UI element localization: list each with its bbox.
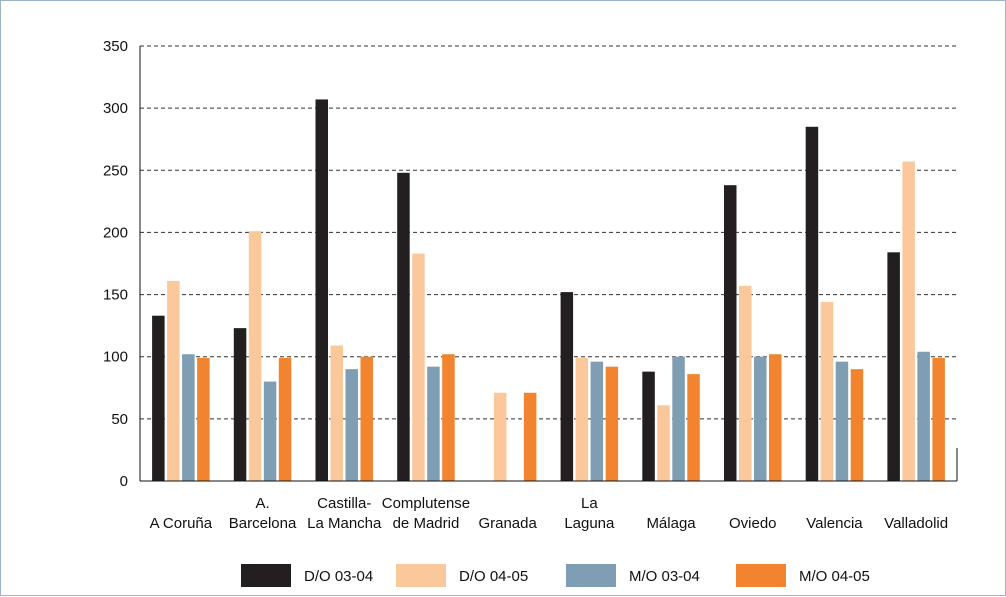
y-tick-label: 100 (103, 349, 128, 366)
y-tick-label: 150 (103, 287, 128, 304)
legend-label: D/O 03-04 (304, 568, 373, 585)
bar (427, 366, 440, 481)
legend: D/O 03-04 D/O 04-05 M/O 03-04 M/O 04-05 (241, 564, 870, 587)
bar (902, 161, 915, 482)
bar (493, 392, 507, 481)
bar (932, 357, 945, 481)
bar (672, 356, 685, 481)
bar (263, 381, 277, 481)
bars (152, 99, 945, 482)
bar (605, 366, 619, 481)
bar (575, 357, 589, 481)
bar (523, 392, 537, 481)
x-category-label: Castilla- (317, 495, 371, 512)
bar (739, 285, 752, 481)
bar (360, 356, 373, 481)
bar (345, 369, 358, 481)
bar (167, 280, 180, 481)
bar (805, 126, 819, 482)
bar (657, 405, 670, 481)
bar (769, 354, 782, 481)
bar (315, 99, 328, 481)
y-tick-label: 300 (103, 100, 128, 117)
bar (835, 361, 849, 481)
bar (278, 357, 292, 481)
y-tick-label: 0 (120, 473, 128, 490)
bar (152, 315, 165, 481)
x-category-label: de Madrid (393, 515, 460, 532)
bar (754, 356, 767, 481)
x-category-label: La Mancha (307, 515, 382, 532)
y-tick-label: 250 (103, 162, 128, 179)
bar (887, 252, 900, 481)
legend-swatch (736, 564, 786, 587)
bar (687, 374, 700, 481)
bar (850, 369, 864, 481)
legend-label: D/O 04-05 (459, 568, 528, 585)
x-category-label: Valladolid (884, 515, 948, 532)
y-tick-label: 200 (103, 224, 128, 241)
bar (248, 231, 262, 481)
legend-swatch (241, 564, 291, 587)
y-axis-ticks: 0 50 100 150 200 250 300 350 (103, 38, 128, 490)
grid-lines (140, 45, 957, 420)
x-category-label: Granada (478, 515, 537, 532)
bar (233, 328, 247, 481)
legend-swatch (566, 564, 616, 587)
x-category-label: Málaga (646, 515, 696, 532)
axes (139, 46, 958, 482)
bar (442, 354, 455, 481)
x-category-label: Laguna (564, 515, 615, 532)
x-category-label: Complutense (382, 495, 470, 512)
x-category-label: Valencia (806, 515, 863, 532)
x-category-label: Oviedo (729, 515, 777, 532)
legend-swatch (396, 564, 446, 587)
bar (724, 185, 737, 481)
bar (197, 357, 210, 481)
x-category-label: Barcelona (229, 515, 297, 532)
y-tick-label: 350 (103, 38, 128, 55)
x-axis-labels: A Coruña A. Barcelona Castilla- La ManchaCom… (150, 495, 949, 532)
bar (397, 172, 410, 481)
bar (820, 302, 834, 481)
bar (642, 371, 655, 481)
bar (330, 345, 343, 481)
x-category-label: La (581, 495, 598, 512)
y-tick-label: 50 (111, 411, 128, 428)
x-category-label: A. (255, 495, 269, 512)
legend-label: M/O 03-04 (629, 568, 700, 585)
x-category-label: A Coruña (150, 515, 213, 532)
bar (412, 253, 425, 481)
bar (917, 351, 930, 481)
legend-label: M/O 04-05 (799, 568, 870, 585)
bar (182, 354, 195, 481)
bar (590, 361, 604, 481)
bar (560, 292, 574, 481)
